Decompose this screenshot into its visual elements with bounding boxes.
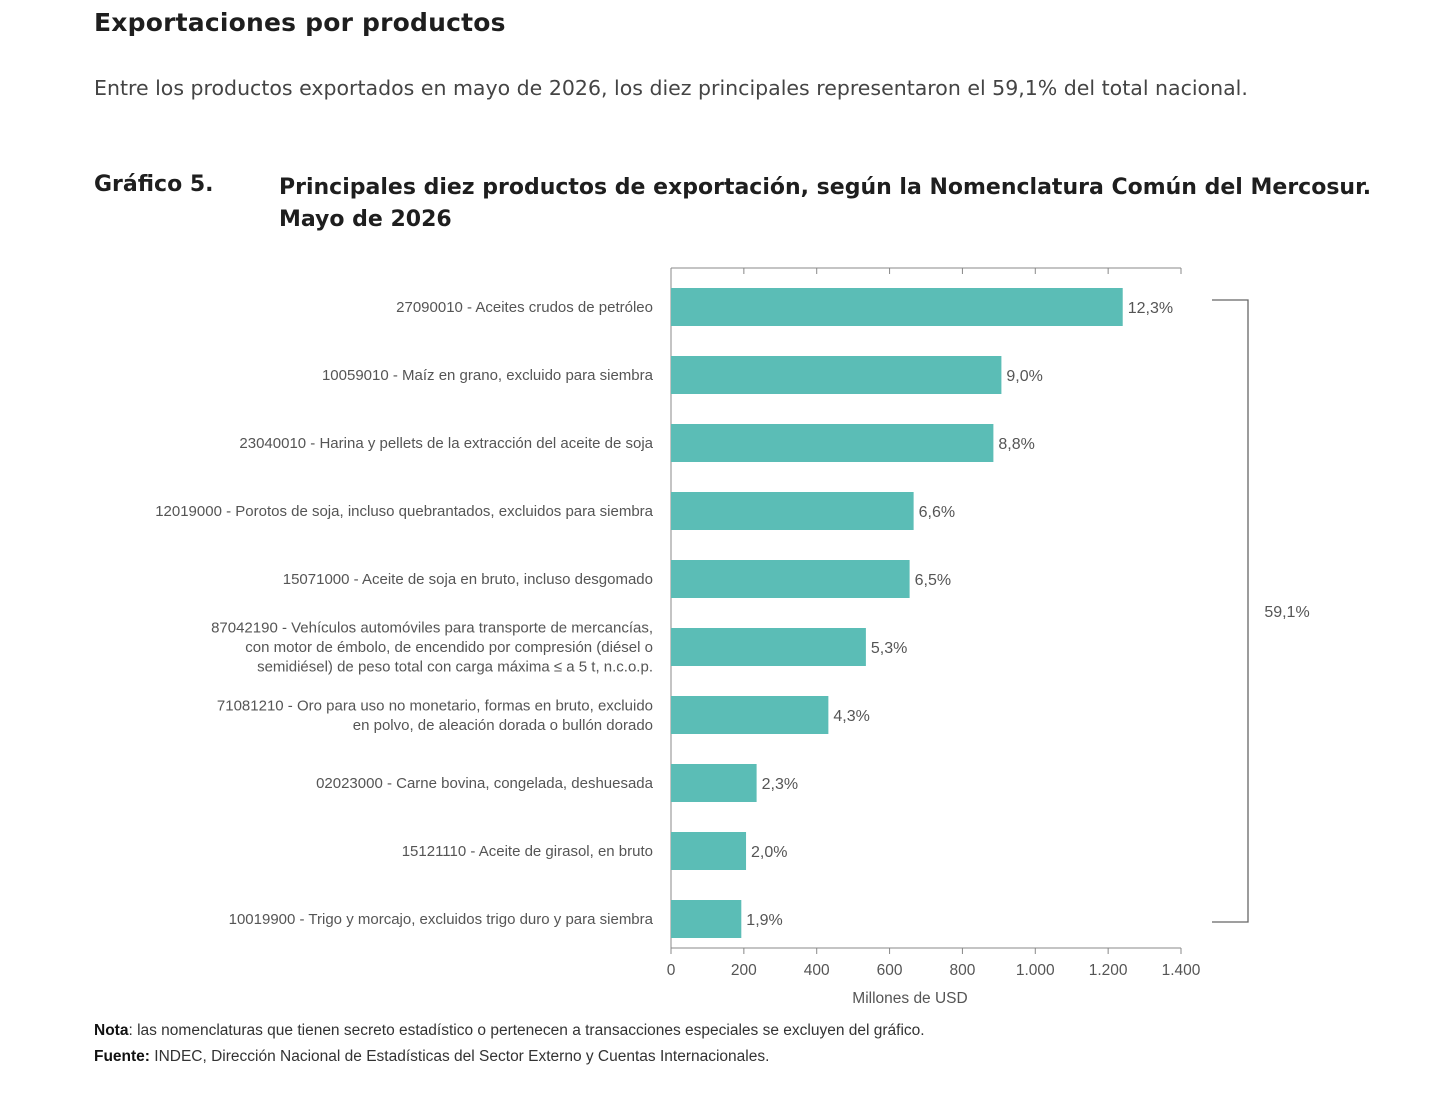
category-label: 15071000 - Aceite de soja en bruto, incl… [283, 571, 653, 588]
data-label: 12,3% [1128, 300, 1173, 317]
bar [671, 356, 1002, 394]
data-label: 6,6% [919, 504, 955, 521]
category-label: semidiésel) de peso total con carga máxi… [257, 659, 653, 676]
category-label: 12019000 - Porotos de soja, incluso queb… [155, 503, 653, 520]
source-text: INDEC, Dirección Nacional de Estadística… [149, 1048, 770, 1065]
data-label: 4,3% [833, 708, 869, 725]
x-axis-label: Millones de USD [852, 990, 967, 1007]
bar [671, 696, 829, 734]
bar [671, 832, 747, 870]
total-bracket [1212, 299, 1249, 923]
intro-text: Entre los productos exportados en mayo d… [94, 76, 1248, 100]
x-tick-label: 600 [877, 962, 903, 979]
figure-title-line-2: Mayo de 2026 [279, 207, 452, 232]
x-tick-label: 800 [949, 962, 975, 979]
section-title: Exportaciones por productos [94, 8, 506, 37]
source-label: Fuente: [94, 1048, 150, 1065]
figure-title-line-1: Principales diez productos de exportació… [279, 175, 1372, 200]
figure-label: Gráfico 5. [94, 172, 214, 197]
x-tick-label: 1.200 [1089, 962, 1128, 979]
x-tick-label: 200 [731, 962, 757, 979]
category-label: 15121110 - Aceite de girasol, en bruto [402, 843, 653, 860]
chart-note: Nota: las nomenclaturas que tienen secre… [94, 1022, 925, 1040]
figure-title: Principales diez productos de exportació… [279, 172, 1379, 236]
note-label: Nota [94, 1022, 129, 1039]
bar [671, 764, 757, 802]
note-text: : las nomenclaturas que tienen secreto e… [128, 1022, 925, 1039]
category-label: 10059010 - Maíz en grano, excluido para … [322, 367, 654, 384]
category-label: en polvo, de aleación dorada o bullón do… [353, 717, 653, 734]
bar [671, 560, 910, 598]
category-label: 02023000 - Carne bovina, congelada, desh… [316, 775, 654, 792]
data-label: 6,5% [915, 572, 951, 589]
data-label: 2,3% [762, 776, 798, 793]
bar [671, 288, 1123, 326]
x-tick-label: 400 [804, 962, 830, 979]
category-label: 10019900 - Trigo y morcajo, excluidos tr… [229, 911, 654, 928]
chart-source: Fuente: INDEC, Dirección Nacional de Est… [94, 1048, 769, 1066]
category-label: 71081210 - Oro para uso no monetario, fo… [217, 697, 653, 714]
data-label: 9,0% [1006, 368, 1042, 385]
x-tick-label: 1.400 [1162, 962, 1201, 979]
data-label: 8,8% [998, 436, 1034, 453]
x-tick-label: 0 [667, 962, 676, 979]
bar [671, 492, 914, 530]
bar [671, 900, 742, 938]
category-label: 27090010 - Aceites crudos de petróleo [396, 299, 653, 316]
bracket-label: 59,1% [1264, 604, 1309, 621]
bar [671, 628, 866, 666]
data-label: 1,9% [746, 912, 782, 929]
category-label: 87042190 - Vehículos automóviles para tr… [211, 620, 653, 637]
bar [671, 424, 994, 462]
category-label: con motor de émbolo, de encendido por co… [245, 639, 653, 656]
x-tick-label: 1.000 [1016, 962, 1055, 979]
data-label: 2,0% [751, 844, 787, 861]
data-label: 5,3% [871, 640, 907, 657]
category-label: 23040010 - Harina y pellets de la extrac… [239, 435, 653, 452]
